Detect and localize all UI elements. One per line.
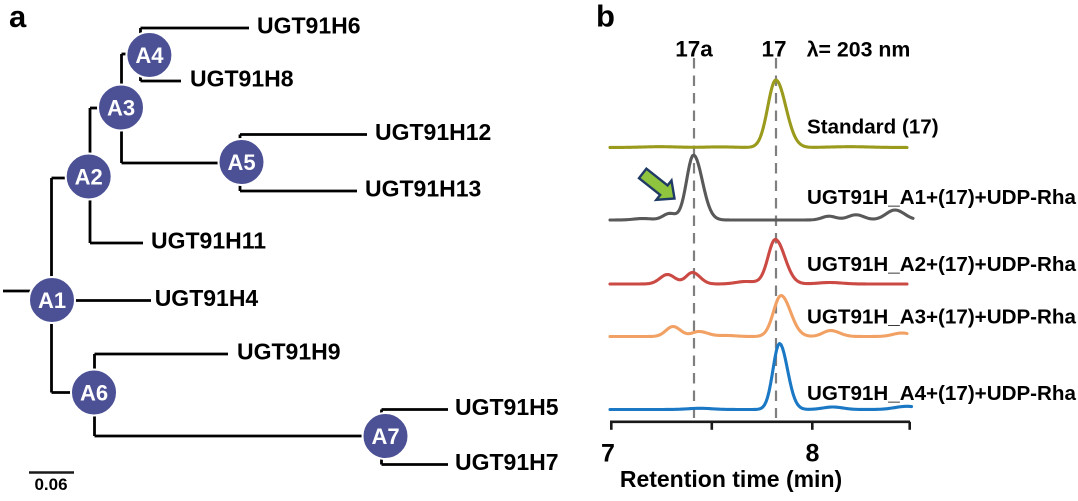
svg-text:UGT91H8: UGT91H8 <box>190 66 294 92</box>
svg-text:UGT91H11: UGT91H11 <box>151 228 266 254</box>
svg-text:UGT91H_A1+(17)+UDP-Rha: UGT91H_A1+(17)+UDP-Rha <box>807 186 1076 209</box>
svg-text:8: 8 <box>806 440 820 468</box>
svg-text:17a: 17a <box>675 37 713 62</box>
svg-text:A2: A2 <box>75 164 103 189</box>
svg-text:Standard (17): Standard (17) <box>807 116 939 139</box>
svg-text:UGT91H_A2+(17)+UDP-Rha: UGT91H_A2+(17)+UDP-Rha <box>807 253 1076 276</box>
svg-text:A3: A3 <box>107 95 135 120</box>
svg-text:a: a <box>9 0 27 34</box>
svg-text:UGT91H5: UGT91H5 <box>455 394 559 420</box>
svg-text:UGT91H_A3+(17)+UDP-Rha: UGT91H_A3+(17)+UDP-Rha <box>807 306 1076 329</box>
svg-text:Retention time (min): Retention time (min) <box>620 466 842 492</box>
svg-text:A6: A6 <box>80 380 108 405</box>
svg-text:UGT91H6: UGT91H6 <box>257 13 361 39</box>
svg-text:λ= 203 nm: λ= 203 nm <box>807 38 911 62</box>
svg-text:UGT91H12: UGT91H12 <box>375 119 491 145</box>
svg-text:7: 7 <box>601 440 615 468</box>
svg-text:UGT91H9: UGT91H9 <box>237 339 341 365</box>
svg-text:UGT91H_A4+(17)+UDP-Rha: UGT91H_A4+(17)+UDP-Rha <box>807 382 1076 405</box>
svg-text:17: 17 <box>761 37 786 62</box>
svg-text:A7: A7 <box>371 424 399 449</box>
svg-text:UGT91H13: UGT91H13 <box>365 176 481 202</box>
svg-text:A1: A1 <box>38 288 66 313</box>
svg-text:A5: A5 <box>227 150 255 175</box>
svg-text:UGT91H4: UGT91H4 <box>155 285 259 311</box>
svg-text:A4: A4 <box>135 43 164 68</box>
svg-text:b: b <box>596 0 615 34</box>
svg-text:UGT91H7: UGT91H7 <box>455 449 559 475</box>
svg-text:0.06: 0.06 <box>34 475 67 494</box>
